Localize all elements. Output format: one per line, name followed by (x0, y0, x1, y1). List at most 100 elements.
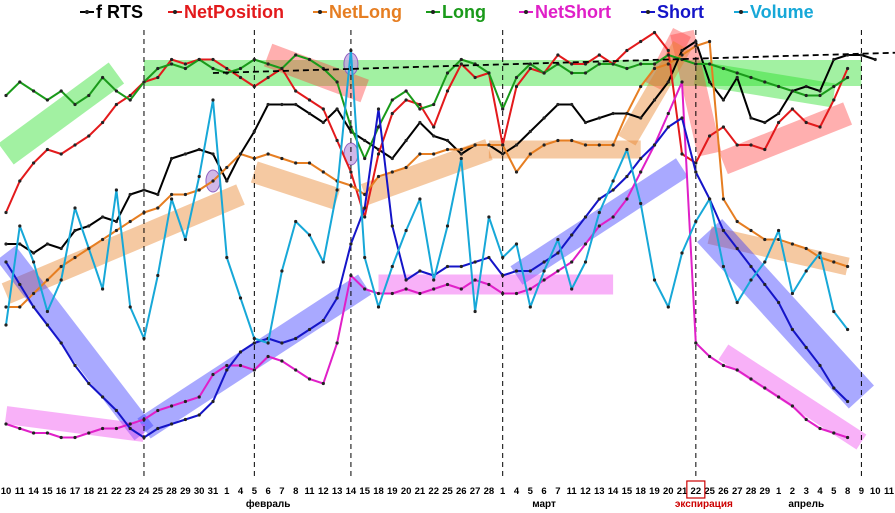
data-point (501, 107, 505, 111)
data-point (597, 210, 601, 215)
month-label: март (532, 499, 556, 510)
data-point (349, 183, 353, 188)
data-point (418, 152, 422, 156)
data-point (211, 179, 215, 183)
data-point (445, 282, 450, 287)
legend-marker (173, 10, 177, 14)
data-point (818, 125, 822, 129)
data-point (252, 368, 256, 372)
x-tick-label: 21 (415, 486, 426, 497)
data-point (708, 354, 712, 359)
highlight-band (697, 219, 874, 409)
data-point (445, 224, 450, 228)
data-point (583, 143, 588, 147)
data-point (225, 179, 229, 183)
data-point (432, 134, 436, 138)
data-point (183, 62, 187, 66)
data-point (114, 188, 118, 192)
data-point (583, 62, 588, 66)
data-point (128, 219, 132, 224)
data-point (211, 98, 215, 102)
x-tick-label: 3 (804, 486, 809, 497)
data-point (542, 278, 546, 282)
data-point (721, 264, 726, 269)
data-point (18, 80, 22, 84)
data-point (790, 404, 795, 408)
data-point (556, 269, 560, 273)
data-point (156, 66, 160, 71)
data-point (280, 156, 284, 161)
data-point (363, 287, 367, 291)
data-point (832, 309, 836, 314)
data-point (556, 251, 560, 255)
data-point (445, 147, 450, 152)
data-point (87, 134, 91, 138)
data-point (114, 426, 118, 431)
data-point (514, 291, 519, 296)
data-point (321, 170, 325, 174)
data-point (763, 237, 767, 242)
data-point (114, 228, 118, 233)
series-netposition (4, 30, 850, 219)
data-point (45, 309, 50, 314)
data-point (4, 210, 8, 215)
data-point (763, 147, 767, 152)
series-netlong (4, 39, 850, 309)
x-tick-label: 19 (649, 486, 660, 497)
data-point (611, 62, 615, 66)
data-point (280, 269, 284, 273)
data-point (708, 197, 712, 201)
legend-item: Long (426, 2, 486, 22)
data-point (142, 435, 146, 440)
data-point (542, 269, 546, 273)
data-point (73, 255, 77, 260)
data-point (335, 296, 339, 300)
data-point (708, 39, 712, 44)
data-point (45, 278, 50, 282)
data-point (625, 174, 629, 179)
expiration-box (686, 480, 706, 499)
data-point (404, 287, 408, 291)
data-point (156, 273, 160, 278)
data-point (666, 48, 670, 53)
data-point (694, 44, 698, 48)
data-point (390, 264, 394, 269)
data-point (170, 404, 174, 408)
data-point (114, 102, 118, 107)
data-point (294, 89, 298, 93)
data-point (183, 399, 187, 404)
data-point (363, 138, 367, 143)
data-point (197, 57, 201, 62)
data-point (777, 228, 781, 233)
x-tick-label: 13 (332, 486, 343, 497)
data-point (749, 75, 753, 80)
data-point (376, 305, 381, 309)
data-point (542, 260, 546, 264)
data-point (252, 336, 256, 341)
x-tick-label: 6 (541, 486, 546, 497)
data-point (652, 30, 657, 35)
data-point (390, 111, 394, 116)
data-point (625, 197, 629, 201)
x-tick-label: 4 (238, 486, 244, 497)
data-point (804, 120, 808, 125)
data-point (611, 188, 615, 192)
data-point (376, 107, 381, 111)
x-tick-label: 18 (373, 486, 384, 497)
data-point (280, 359, 284, 363)
data-point (611, 179, 615, 183)
series-line (5, 108, 849, 439)
x-tick-label: 5 (528, 486, 534, 497)
data-point (252, 57, 256, 62)
data-point (570, 287, 574, 291)
data-point (501, 291, 505, 296)
x-tick-label: 28 (484, 486, 495, 497)
data-point (570, 71, 574, 75)
data-point (514, 242, 519, 246)
data-point (625, 111, 629, 116)
series-line (5, 81, 848, 439)
data-point (680, 251, 684, 255)
data-point (294, 53, 298, 57)
x-tick-label: 26 (718, 486, 729, 497)
data-point (4, 242, 8, 246)
